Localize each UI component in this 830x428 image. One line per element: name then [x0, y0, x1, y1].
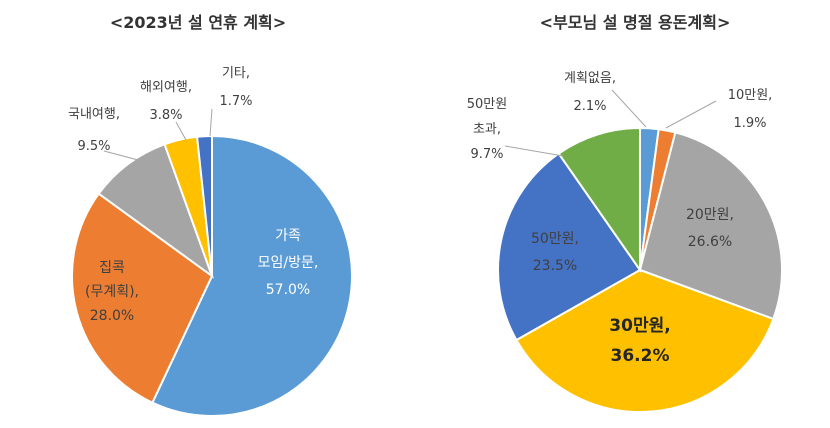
- chart-2-data-label-5-line-2: 23.5%: [533, 258, 577, 274]
- chart-1-data-label-5-line-1: 기타,: [222, 66, 250, 81]
- chart-2-slice-3: [638, 131, 783, 321]
- chart-2-data-label-3-line-1: 20만원,: [686, 207, 734, 223]
- chart-1-data-label-1-line-2: 모임/방문,: [258, 255, 319, 271]
- chart-2-data-label-4-line-1: 30만원,: [609, 316, 670, 336]
- chart-1-data-label-1-line-1: 가족: [275, 228, 301, 244]
- chart-1-slice-3: [97, 142, 215, 279]
- chart-2-data-label-4-line-2: 36.2%: [611, 346, 670, 366]
- chart-1-title: <2023년 설 연휴 계획>: [110, 13, 286, 32]
- chart-2-data-label-2-line-2: 1.9%: [733, 116, 766, 131]
- chart-2-data-label-3: 20만원, 26.6%: [686, 207, 734, 250]
- chart-1-data-label-3: 국내여행, 9.5%: [68, 106, 120, 154]
- chart-2-data-label-3-line-2: 26.6%: [688, 234, 732, 250]
- chart-2-data-label-2-line-1: 10만원,: [728, 88, 773, 103]
- chart-2-data-label-5-line-1: 50만원,: [531, 231, 579, 247]
- chart-2-data-label-2: 10만원, 1.9%: [728, 88, 773, 131]
- chart-2-slice-4: [515, 268, 775, 413]
- chart-1-data-label-2-line-2: (무계획),: [85, 284, 139, 300]
- chart-1-data-label-2: 집콕 (무계획), 28.0%: [85, 260, 139, 324]
- chart-1-data-label-5: 기타, 1.7%: [219, 66, 252, 109]
- chart-2-data-label-1: 계획없음, 2.1%: [564, 71, 616, 114]
- chart-1-leader-line-5: [209, 108, 213, 137]
- chart-2-leader-line-6: [504, 145, 564, 157]
- chart-1-leader-line-4: [175, 121, 187, 141]
- chart-1-data-label-1-line-3: 57.0%: [266, 282, 310, 298]
- chart-2-data-label-4: 30만원, 36.2%: [609, 316, 670, 366]
- chart-2-data-label-1-line-1: 계획없음,: [564, 71, 616, 86]
- chart-2-data-label-6-line-3: 9.7%: [470, 147, 503, 162]
- chart-1-slice-2: [71, 192, 214, 405]
- chart-1-data-label-2-line-1: 집콕: [99, 260, 125, 276]
- chart-1-data-label-5-line-2: 1.7%: [219, 94, 252, 109]
- chart-1-leader-line-3: [103, 150, 143, 162]
- chart-2-leader-line-1: [611, 89, 647, 128]
- chart-1-data-label-3-line-1: 국내여행,: [68, 106, 120, 122]
- chart-1-data-label-4-line-2: 3.8%: [149, 108, 182, 123]
- chart-1-data-label-3-line-2: 9.5%: [77, 139, 110, 154]
- chart-2-slice-5: [497, 152, 642, 342]
- chart-2-data-label-1-line-2: 2.1%: [573, 99, 606, 114]
- chart-1-data-label-2-line-3: 28.0%: [90, 308, 134, 324]
- chart-2-leader-line-2: [665, 100, 717, 129]
- chart-2-data-label-6-line-1: 50만원: [467, 97, 507, 112]
- chart-2-data-label-5: 50만원, 23.5%: [531, 231, 579, 274]
- chart-1-slice-5: [195, 134, 213, 277]
- chart-1-data-label-4-line-1: 해외여행,: [140, 79, 192, 95]
- chart-2-title: <부모님 설 명절 용돈계획>: [540, 13, 731, 32]
- chart-1-data-label-4: 해외여행, 3.8%: [140, 79, 192, 123]
- chart-2-data-label-6-line-2: 초과,: [473, 122, 501, 137]
- chart-1-slice-1: [151, 134, 353, 417]
- pie-chart-allowance-plans: 계획없음, 2.1% 10만원, 1.9% 20만원, 26.6% 30만원, 36.2% 50…: [467, 71, 783, 413]
- chart-2-slice-6: [557, 126, 641, 274]
